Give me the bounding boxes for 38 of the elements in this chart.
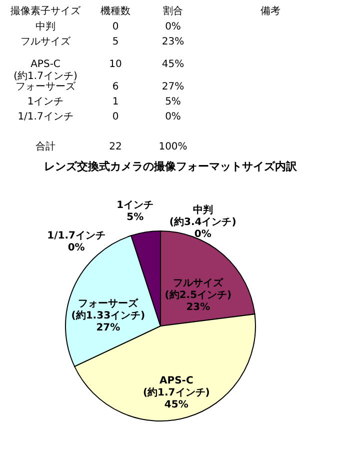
text: 合計 xyxy=(36,140,56,152)
text: 22 xyxy=(109,142,122,152)
chart-title: レンズ交換式カメラの撮像フォーマットサイズ内訳 xyxy=(44,160,298,173)
text: 45% xyxy=(162,59,184,70)
text: 100% xyxy=(158,142,188,152)
text: APS-C (約1.7インチ) xyxy=(14,59,78,82)
data-label: 5% xyxy=(126,212,144,224)
text: 0 xyxy=(112,112,119,122)
text: 1/1.7インチ xyxy=(18,112,74,122)
text: 1インチ xyxy=(27,96,64,108)
text: 0% xyxy=(68,242,85,254)
slice-label: フォーサーズ (約1.33インチ) xyxy=(71,297,146,322)
slice-label: フルサイズ (約2.5インチ) xyxy=(164,277,232,302)
category-label: 1/1.7インチ xyxy=(47,230,106,242)
slice-label: 1インチ xyxy=(116,200,154,212)
text: 5 xyxy=(112,36,119,48)
data-label: 45% xyxy=(164,400,188,411)
text: 10 xyxy=(109,59,122,70)
slice-label: APS-C (約1.7インチ) xyxy=(142,376,210,399)
text: フルサイズ xyxy=(20,36,72,48)
category-label: 中判 (約3.4インチ) xyxy=(169,204,236,228)
text: 0 xyxy=(112,22,119,32)
text: フォーサーズ xyxy=(16,80,76,92)
text: 中判 xyxy=(36,20,56,32)
category-label: 備考 xyxy=(260,5,280,17)
text: 5% xyxy=(165,96,181,108)
category-label: 撮像素子サイズ xyxy=(10,5,82,17)
text: 23% xyxy=(162,36,184,48)
text: 0% xyxy=(194,228,212,240)
data-label: 27% xyxy=(96,322,120,334)
text: 27% xyxy=(162,82,184,92)
data-label: 23% xyxy=(186,302,210,314)
text: 6 xyxy=(112,82,119,92)
category-label: 機種数 xyxy=(100,5,130,17)
category-label: 割合 xyxy=(163,5,183,17)
text: 0% xyxy=(165,22,181,32)
text: 1 xyxy=(112,96,119,108)
text: 0% xyxy=(165,112,181,122)
